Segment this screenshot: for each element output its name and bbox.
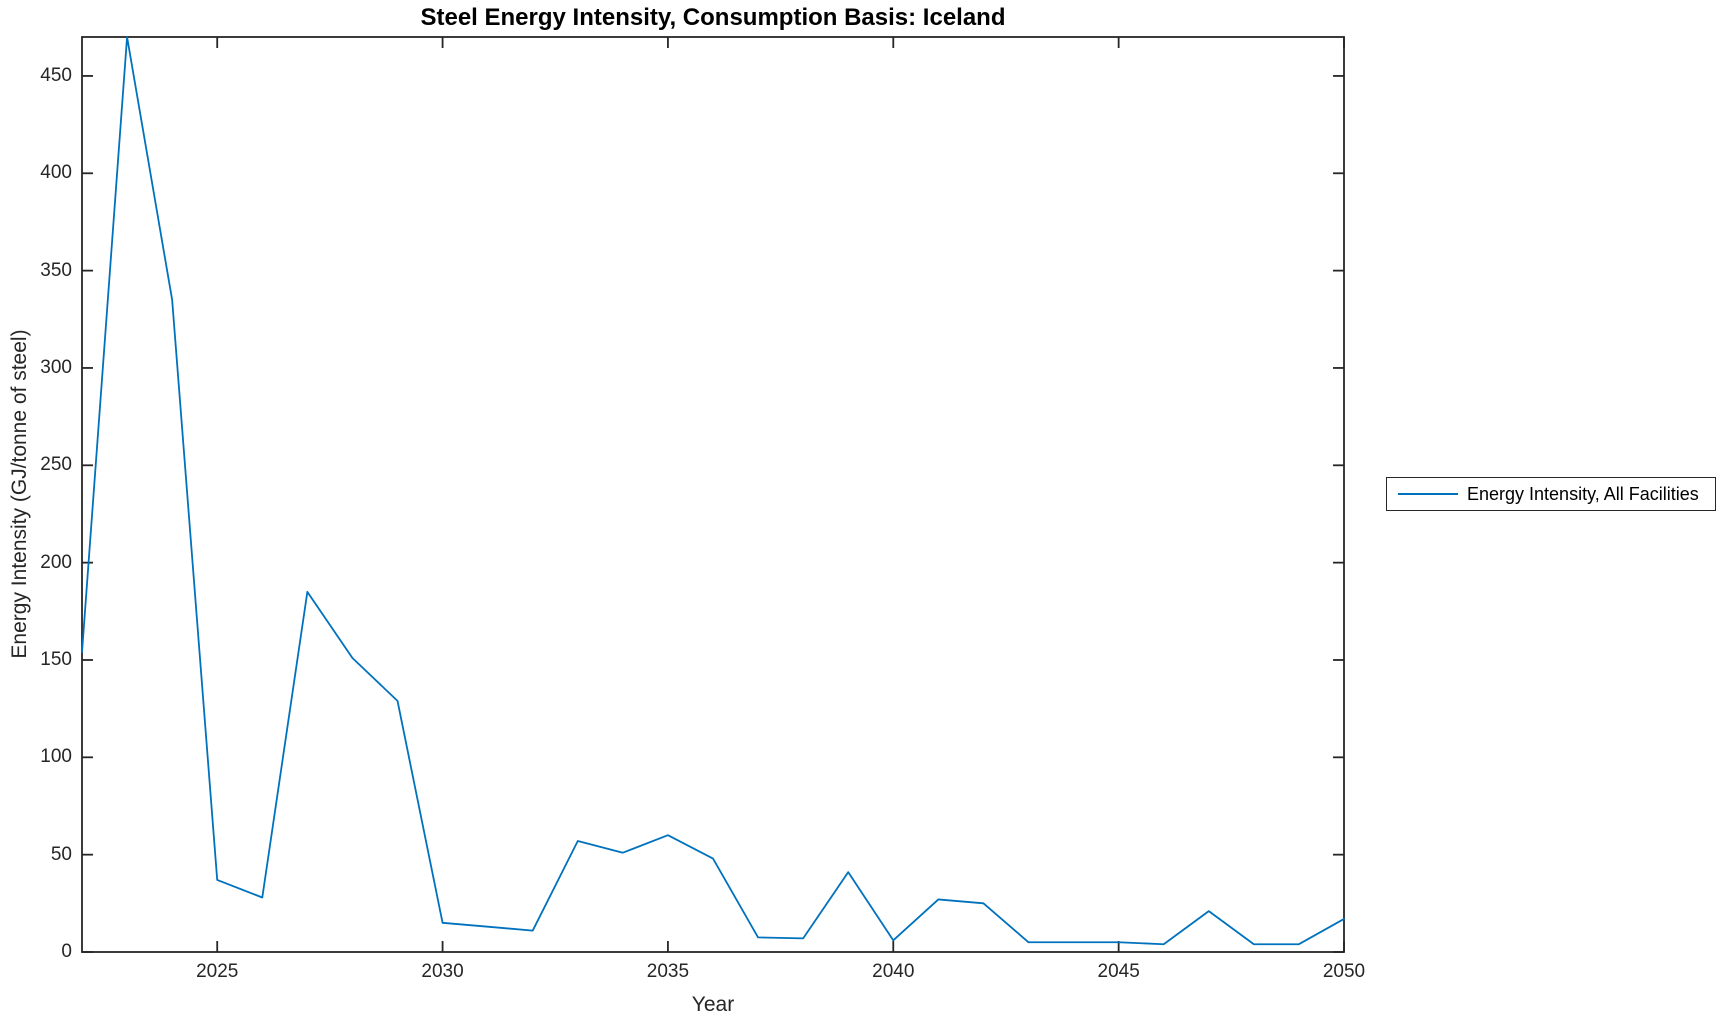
legend-box: Energy Intensity, All Facilities: [1386, 477, 1716, 511]
y-tick-label: 150: [40, 648, 72, 670]
x-tick-label: 2025: [196, 961, 239, 982]
series-line: [81, 36, 1345, 946]
axis-ticks: [82, 37, 1345, 953]
y-tick-label: 350: [40, 259, 72, 281]
y-tick-label: 0: [61, 941, 72, 962]
plot-border: [81, 36, 1345, 953]
y-tick-label: 50: [50, 843, 72, 865]
x-tick-label: 2035: [646, 961, 690, 982]
chart-title: Steel Energy Intensity, Consumption Basi…: [420, 4, 1006, 31]
y-tick-label: 400: [40, 162, 72, 184]
x-axis-label: Year: [691, 993, 735, 1016]
legend-line-sample: [1398, 493, 1458, 495]
y-tick-label: 200: [40, 551, 72, 573]
x-tick-label: 2030: [421, 961, 464, 982]
legend-item-label: Energy Intensity, All Facilities: [1467, 483, 1699, 504]
y-tick-label: 300: [40, 356, 72, 378]
y-tick-label: 100: [40, 746, 72, 768]
x-tick-label: 2045: [1097, 961, 1140, 982]
x-tick-label: 2040: [872, 961, 915, 982]
y-tick-label: 450: [40, 64, 72, 86]
x-tick-label: 2050: [1322, 961, 1366, 982]
y-tick-label: 250: [40, 454, 72, 476]
